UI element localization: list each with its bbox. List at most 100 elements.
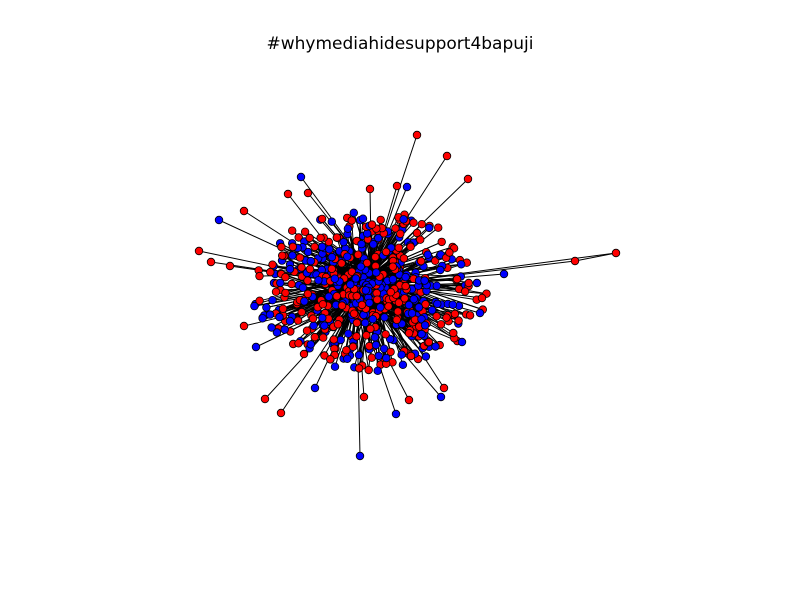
graph-node-red (463, 174, 473, 184)
graph-node-red (337, 301, 347, 310)
graph-node-blue (423, 250, 432, 259)
graph-node-red (399, 254, 409, 263)
graph-node-blue (349, 208, 358, 217)
graph-node-red (299, 349, 309, 359)
graph-node-blue (417, 329, 426, 339)
graph-node-blue (370, 333, 380, 342)
graph-node-red (326, 355, 335, 364)
graph-node-red (354, 364, 364, 373)
graph-title: #whymediahidesupport4bapuji (266, 34, 534, 54)
graph-node-red (400, 294, 409, 303)
graph-node-blue (288, 251, 297, 260)
graph-node-red (404, 395, 414, 405)
graph-node-blue (499, 269, 509, 279)
graph-node-blue (251, 342, 261, 352)
graph-node-red (332, 233, 342, 242)
graph-node-blue (399, 215, 408, 224)
graph-node-blue (285, 264, 295, 274)
graph-node-red (416, 256, 426, 266)
graph-node-blue (300, 297, 309, 306)
graph-node-blue (374, 351, 383, 361)
graph-node-blue (376, 303, 385, 312)
graph-node-red (288, 226, 297, 235)
graph-node-blue (365, 298, 374, 308)
graph-node-red (333, 320, 343, 329)
graph-node-blue (391, 409, 401, 419)
graph-node-red (464, 278, 473, 288)
graph-node-blue (373, 366, 382, 375)
graph-node-blue (407, 309, 417, 318)
graph-node-blue (336, 335, 345, 345)
graph-node-red (442, 151, 452, 161)
graph-node-red (393, 307, 403, 316)
graph-node-red (352, 332, 361, 341)
graph-node-blue (372, 268, 381, 277)
graph-node-blue (272, 328, 282, 337)
graph-node-red (432, 312, 441, 321)
graph-node-red (392, 315, 401, 324)
graph-node-blue (306, 340, 315, 349)
graph-node-red (310, 242, 319, 252)
graph-node-red (277, 242, 286, 252)
graph-node-red (570, 256, 580, 266)
graph-node-red (283, 189, 293, 199)
graph-node-red (412, 228, 422, 238)
graph-node-blue (276, 278, 285, 288)
graph-node-red (450, 309, 460, 319)
graph-node-blue (382, 353, 391, 363)
graph-node-red (412, 130, 422, 140)
graph-node-blue (298, 283, 308, 292)
graph-node-blue (475, 308, 485, 318)
graph-node-blue (433, 299, 442, 309)
graph-node-red (373, 295, 382, 304)
graph-node-red (388, 262, 397, 271)
graph-node-blue (457, 260, 466, 269)
graph-node-blue (358, 214, 368, 223)
graph-node-blue (250, 301, 259, 311)
graph-node-blue (388, 275, 398, 284)
graph-node-blue (368, 315, 377, 324)
graph-node-blue (432, 281, 441, 290)
graph-node-red (465, 311, 475, 320)
graph-node-blue (417, 315, 426, 324)
graph-node-red (381, 247, 391, 257)
graph-node-blue (275, 312, 284, 322)
graph-node-blue (420, 276, 429, 285)
graph-node-red (386, 347, 395, 357)
graph-node-red (409, 218, 418, 227)
graph-node-red (406, 242, 415, 251)
graph-node-blue (324, 292, 333, 301)
graph-node-blue (398, 360, 408, 369)
graph-node-red (297, 307, 306, 317)
graph-node-red (376, 215, 385, 225)
graph-node-red (442, 313, 451, 322)
graph-node-red (303, 188, 313, 198)
graph-node-red (347, 267, 357, 276)
graph-node-blue (325, 245, 334, 254)
graph-node-red (460, 287, 470, 296)
graph-node-red (349, 309, 359, 318)
graph-node-blue (343, 252, 352, 261)
graph-node-red (404, 329, 414, 338)
graph-node-red (305, 233, 314, 243)
graph-node-red (364, 365, 373, 375)
graph-node-blue (317, 242, 327, 251)
graph-node-red (318, 300, 328, 309)
graph-node-blue (318, 313, 327, 323)
graph-node-blue (357, 239, 366, 249)
graph-node-red (391, 224, 400, 233)
graph-node-blue (427, 306, 437, 315)
graph-node-red (436, 320, 446, 329)
graph-node-red (310, 332, 319, 342)
graph-node-red (278, 251, 287, 260)
graph-node-blue (285, 316, 295, 326)
graph-node-red (287, 279, 296, 289)
graph-node-blue (343, 354, 352, 363)
graph-node-blue (265, 310, 275, 319)
graph-node-blue (330, 362, 340, 371)
graph-node-blue (339, 237, 348, 247)
graph-node-red (300, 227, 310, 236)
graph-node-blue (268, 296, 277, 305)
graph-node-red (381, 330, 390, 339)
